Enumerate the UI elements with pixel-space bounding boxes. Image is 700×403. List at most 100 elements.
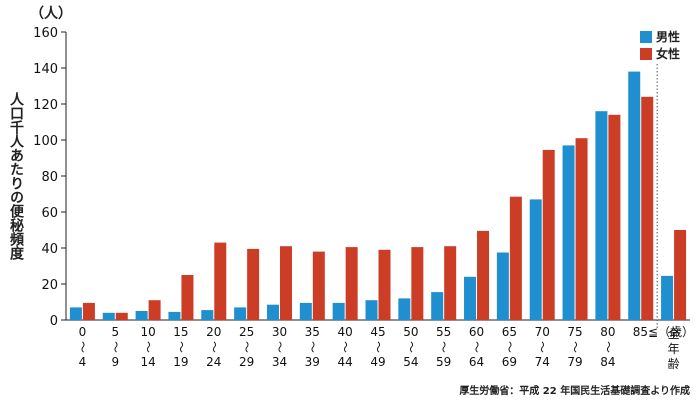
bar-male bbox=[201, 310, 214, 320]
bar-male bbox=[234, 307, 247, 320]
legend-label-female: 女性 bbox=[656, 47, 681, 61]
x-tick-label-85-plus: 85≦（歳） bbox=[633, 325, 694, 339]
y-tick-label: 160 bbox=[33, 26, 58, 41]
x-tick-label-start: 40 bbox=[338, 325, 353, 339]
legend: 男性 女性 bbox=[640, 28, 680, 62]
x-tick-label-start: 70 bbox=[535, 325, 550, 339]
x-tick-label-start: 55 bbox=[436, 325, 451, 339]
bar-male bbox=[332, 302, 345, 320]
x-tick-range-mark: 〜 bbox=[75, 341, 89, 353]
legend-swatch-female bbox=[640, 47, 652, 60]
bar-female bbox=[312, 251, 325, 320]
x-tick-label-start: 60 bbox=[469, 325, 484, 339]
bar-male bbox=[398, 298, 411, 320]
x-tick-range-mark: 〜 bbox=[437, 341, 451, 353]
bar-male bbox=[168, 311, 181, 320]
x-tick-range-mark: 〜 bbox=[108, 341, 122, 353]
x-tick-range-mark: 〜 bbox=[272, 341, 286, 353]
bar-female bbox=[477, 230, 490, 320]
y-tick-label: 120 bbox=[33, 98, 58, 113]
x-tick-label-start: 5 bbox=[111, 325, 119, 339]
bar-female bbox=[411, 247, 424, 320]
x-tick-range-mark: 〜 bbox=[207, 341, 221, 353]
x-tick-label-start: 0 bbox=[79, 325, 87, 339]
x-tick-label-start: 75 bbox=[567, 325, 582, 339]
x-tick-label-start: 15 bbox=[173, 325, 188, 339]
bar-female bbox=[674, 230, 687, 320]
bar-female bbox=[542, 149, 555, 320]
x-tick-label-all-ages: 全 bbox=[668, 326, 680, 341]
x-tick-range-mark: 〜 bbox=[141, 341, 155, 353]
bar-female bbox=[148, 300, 161, 320]
x-tick-label-end: 74 bbox=[535, 355, 550, 369]
x-tick-label-end: 19 bbox=[173, 355, 188, 369]
y-tick-label: 20 bbox=[41, 278, 58, 293]
x-tick-label-all-ages: 年 bbox=[668, 342, 680, 356]
bar-female bbox=[181, 275, 194, 320]
x-tick-label-end: 24 bbox=[206, 355, 221, 369]
x-tick-range-mark: 〜 bbox=[404, 341, 418, 353]
y-tick-label: 0 bbox=[50, 314, 58, 329]
x-tick-label-start: 10 bbox=[140, 325, 155, 339]
bar-male bbox=[595, 111, 608, 320]
x-tick-label-end: 34 bbox=[272, 355, 287, 369]
x-tick-range-mark: 〜 bbox=[240, 341, 254, 353]
x-tick-range-mark: 〜 bbox=[502, 341, 516, 353]
bar-female bbox=[214, 242, 227, 320]
bar-male bbox=[628, 71, 641, 320]
y-tick-label: 140 bbox=[33, 62, 58, 77]
bar-male bbox=[562, 145, 575, 320]
bar-female bbox=[575, 138, 588, 320]
legend-swatch-male bbox=[640, 30, 652, 43]
bar-male bbox=[661, 275, 674, 320]
bar-male bbox=[464, 276, 477, 320]
x-tick-range-mark: 〜 bbox=[601, 341, 615, 353]
bar-male bbox=[266, 304, 279, 320]
x-tick-label-end: 4 bbox=[79, 355, 87, 369]
bar-female bbox=[378, 249, 391, 320]
x-tick-range-mark: 〜 bbox=[174, 341, 188, 353]
bar-female bbox=[509, 196, 522, 320]
x-tick-label-start: 65 bbox=[502, 325, 517, 339]
x-tick-label-start: 30 bbox=[272, 325, 287, 339]
legend-item-female: 女性 bbox=[640, 45, 680, 62]
x-tick-label-end: 44 bbox=[338, 355, 353, 369]
bar-female bbox=[247, 248, 260, 320]
bar-male bbox=[496, 252, 509, 320]
x-tick-label-end: 39 bbox=[305, 355, 320, 369]
bar-female bbox=[279, 246, 292, 320]
bar-male bbox=[135, 311, 148, 320]
x-tick-label-start: 25 bbox=[239, 325, 254, 339]
x-tick-range-mark: 〜 bbox=[371, 341, 385, 353]
bar-male bbox=[431, 292, 444, 320]
x-tick-label-end: 29 bbox=[239, 355, 254, 369]
x-tick-label-end: 59 bbox=[436, 355, 451, 369]
x-tick-range-mark: 〜 bbox=[535, 341, 549, 353]
x-tick-label-start: 80 bbox=[600, 325, 615, 339]
x-tick-label-end: 64 bbox=[469, 355, 484, 369]
bar-female bbox=[345, 247, 358, 320]
x-tick-label-all-ages: 齢 bbox=[668, 356, 680, 371]
x-tick-label-end: 9 bbox=[111, 355, 119, 369]
bar-male bbox=[69, 307, 82, 320]
y-tick-label: 60 bbox=[41, 206, 58, 221]
x-tick-label-start: 35 bbox=[305, 325, 320, 339]
bar-male bbox=[102, 312, 115, 320]
y-unit-label: （人） bbox=[30, 6, 72, 22]
x-tick-label-end: 69 bbox=[502, 355, 517, 369]
x-tick-range-mark: 〜 bbox=[568, 341, 582, 353]
legend-label-male: 男性 bbox=[656, 30, 681, 44]
bar-female bbox=[608, 114, 621, 320]
x-tick-label-start: 50 bbox=[403, 325, 418, 339]
y-tick-label: 100 bbox=[33, 134, 58, 149]
x-tick-range-mark: 〜 bbox=[338, 341, 352, 353]
y-axis-title: 人口千人あたりの便秘頻度 bbox=[8, 92, 24, 260]
bar-female bbox=[115, 312, 128, 320]
x-tick-label-end: 49 bbox=[370, 355, 385, 369]
x-tick-label-end: 54 bbox=[403, 355, 418, 369]
bar-male bbox=[299, 302, 312, 320]
bar-female bbox=[444, 246, 457, 320]
bar-male bbox=[529, 199, 542, 320]
bar-male bbox=[365, 300, 378, 320]
x-tick-label-end: 84 bbox=[600, 355, 615, 369]
